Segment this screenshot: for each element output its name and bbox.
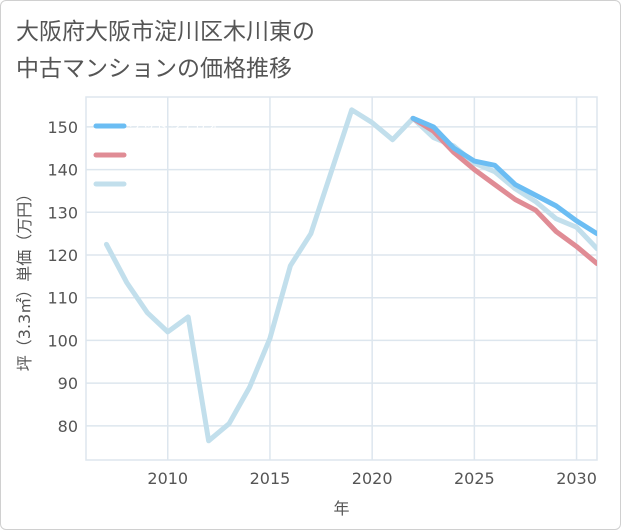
x-tick-label: 2015 [250,469,291,488]
y-axis-label: 坪（3.3㎡）単価（万円） [15,186,34,371]
x-tick-label: 2030 [556,469,597,488]
chart-title-line-2: 中古マンションの価格推移 [16,56,292,82]
tick-labels: 2010 2015 2020 2025 2030 80 90 100 110 120 130 140 1… [47,118,596,488]
y-tick-label: 120 [47,246,78,265]
series-lines [103,107,597,444]
y-tick-label: 110 [47,289,78,308]
x-tick-label: 2020 [352,469,393,488]
plot-area [85,96,598,461]
legend-label: バッドシナリオ [129,149,220,164]
series-line [410,115,597,237]
x-tick-label: 2025 [454,469,495,488]
y-tick-label: 140 [47,161,78,180]
y-tick-label: 100 [47,331,78,350]
series-line [103,107,597,444]
chart-title: 大阪府大阪市淀川区木川東の 中古マンションの価格推移 [16,14,576,88]
x-tick-label: 2010 [147,469,188,488]
series-line [410,115,597,267]
y-tick-label: 130 [47,203,78,222]
x-axis-label: 年 [333,499,349,518]
grid-lines [85,96,598,461]
legend-label: グッドシナリオ [129,120,220,135]
legend-label: ノーマルシナリオ [129,178,233,193]
y-tick-label: 80 [58,417,78,436]
y-tick-label: 90 [58,374,78,393]
chart-title-line-1: 大阪府大阪市淀川区木川東の [16,19,315,45]
y-tick-label: 150 [47,118,78,137]
